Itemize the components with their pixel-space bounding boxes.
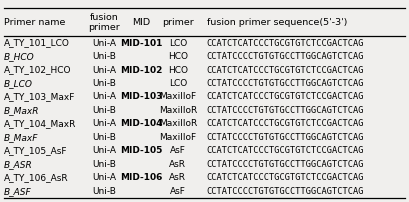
Text: MID-105: MID-105 xyxy=(120,146,162,155)
Text: MaxilloF: MaxilloF xyxy=(160,93,196,101)
Text: CCATCTCATCCCTGCGTGTCTCCGACTCAG: CCATCTCATCCCTGCGTGTCTCCGACTCAG xyxy=(207,173,364,182)
Text: A_TY_103_MaxF: A_TY_103_MaxF xyxy=(4,93,76,101)
Text: CCATCTCATCCCTGCGTGTCTCCGACTCAG: CCATCTCATCCCTGCGTGTCTCCGACTCAG xyxy=(207,39,364,48)
Text: CCTATCCCCTGTGTGCCTTGGCAGTCTCAG: CCTATCCCCTGTGTGCCTTGGCAGTCTCAG xyxy=(207,79,364,88)
Text: Uni-B: Uni-B xyxy=(92,187,116,196)
Text: A_TY_106_AsR: A_TY_106_AsR xyxy=(4,173,69,182)
Text: CCATCTCATCCCTGCGTGTCTCCGACTCAG: CCATCTCATCCCTGCGTGTCTCCGACTCAG xyxy=(207,119,364,128)
Text: MID-104: MID-104 xyxy=(120,119,162,128)
Text: MID-102: MID-102 xyxy=(120,65,162,75)
Text: AsR: AsR xyxy=(169,160,187,169)
Text: HCO: HCO xyxy=(168,52,188,61)
Text: B_ASR: B_ASR xyxy=(4,160,33,169)
Text: AsF: AsF xyxy=(170,187,186,196)
Text: B_MaxF: B_MaxF xyxy=(4,133,38,142)
Text: Uni-B: Uni-B xyxy=(92,79,116,88)
Text: CCTATCCCCTGTGTGCCTTGGCAGTCTCAG: CCTATCCCCTGTGTGCCTTGGCAGTCTCAG xyxy=(207,160,364,169)
Text: Uni-B: Uni-B xyxy=(92,133,116,142)
Text: B_LCO: B_LCO xyxy=(4,79,33,88)
Text: primer: primer xyxy=(162,18,194,27)
Text: MaxilloF: MaxilloF xyxy=(160,133,196,142)
Text: MID-101: MID-101 xyxy=(120,39,162,48)
Text: Uni-B: Uni-B xyxy=(92,52,116,61)
Text: MaxilloR: MaxilloR xyxy=(159,119,197,128)
Text: CCATCTCATCCCTGCGTGTCTCCGACTCAG: CCATCTCATCCCTGCGTGTCTCCGACTCAG xyxy=(207,146,364,155)
Text: Uni-A: Uni-A xyxy=(92,93,116,101)
Text: B_ASF: B_ASF xyxy=(4,187,32,196)
Text: Uni-B: Uni-B xyxy=(92,106,116,115)
Text: MID-103: MID-103 xyxy=(120,93,162,101)
Text: MID-106: MID-106 xyxy=(120,173,162,182)
Text: CCATCTCATCCCTGCGTGTCTCCGACTCAG: CCATCTCATCCCTGCGTGTCTCCGACTCAG xyxy=(207,93,364,101)
Text: A_TY_105_AsF: A_TY_105_AsF xyxy=(4,146,67,155)
Text: LCO: LCO xyxy=(169,79,187,88)
Text: HCO: HCO xyxy=(168,65,188,75)
Text: Uni-A: Uni-A xyxy=(92,173,116,182)
Text: B_HCO: B_HCO xyxy=(4,52,35,61)
Text: CCTATCCCCTGTGTGCCTTGGCAGTCTCAG: CCTATCCCCTGTGTGCCTTGGCAGTCTCAG xyxy=(207,187,364,196)
Text: AsR: AsR xyxy=(169,173,187,182)
Text: fusion
primer: fusion primer xyxy=(88,13,120,32)
Text: CCATCTCATCCCTGCGTGTCTCCGACTCAG: CCATCTCATCCCTGCGTGTCTCCGACTCAG xyxy=(207,65,364,75)
Text: CCTATCCCCTGTGTGCCTTGGCAGTCTCAG: CCTATCCCCTGTGTGCCTTGGCAGTCTCAG xyxy=(207,133,364,142)
Text: MaxilloR: MaxilloR xyxy=(159,106,197,115)
Text: Uni-A: Uni-A xyxy=(92,39,116,48)
Text: A_TY_104_MaxR: A_TY_104_MaxR xyxy=(4,119,76,128)
Text: CCTATCCCCTGTGTGCCTTGGCAGTCTCAG: CCTATCCCCTGTGTGCCTTGGCAGTCTCAG xyxy=(207,106,364,115)
Text: CCTATCCCCTGTGTGCCTTGGCAGTCTCAG: CCTATCCCCTGTGTGCCTTGGCAGTCTCAG xyxy=(207,52,364,61)
Text: Uni-A: Uni-A xyxy=(92,119,116,128)
Text: Uni-A: Uni-A xyxy=(92,65,116,75)
Text: fusion primer sequence(5'-3'): fusion primer sequence(5'-3') xyxy=(207,18,347,27)
Text: Uni-A: Uni-A xyxy=(92,146,116,155)
Text: B_MaxR: B_MaxR xyxy=(4,106,40,115)
Text: A_TY_102_HCO: A_TY_102_HCO xyxy=(4,65,72,75)
Text: LCO: LCO xyxy=(169,39,187,48)
Text: Primer name: Primer name xyxy=(4,18,65,27)
Text: Uni-B: Uni-B xyxy=(92,160,116,169)
Text: AsF: AsF xyxy=(170,146,186,155)
Text: A_TY_101_LCO: A_TY_101_LCO xyxy=(4,39,70,48)
Text: MID: MID xyxy=(132,18,150,27)
